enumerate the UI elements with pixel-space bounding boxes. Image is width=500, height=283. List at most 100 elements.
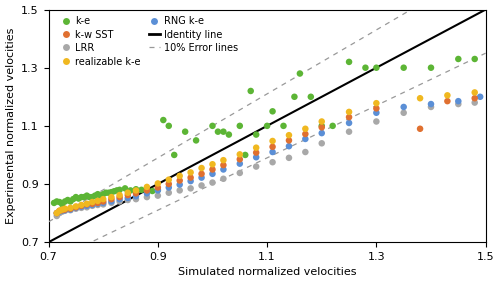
Point xyxy=(186,170,194,175)
Point xyxy=(198,175,205,180)
Point xyxy=(53,211,61,215)
Point xyxy=(58,209,66,214)
Point xyxy=(61,209,69,213)
Point xyxy=(372,106,380,111)
Point xyxy=(72,205,80,210)
Point xyxy=(116,199,124,204)
Point xyxy=(72,204,80,209)
Point xyxy=(176,182,184,187)
Point xyxy=(198,183,205,188)
Point xyxy=(214,129,222,134)
Point xyxy=(236,157,244,162)
Point xyxy=(148,189,156,193)
Point xyxy=(198,166,205,170)
Point xyxy=(143,188,151,193)
Point xyxy=(61,207,69,212)
Point xyxy=(225,132,233,137)
Point xyxy=(416,127,424,131)
Point xyxy=(53,214,61,218)
Point xyxy=(302,127,310,131)
Point xyxy=(72,195,80,199)
Point xyxy=(252,150,260,155)
Point xyxy=(132,187,140,192)
Point xyxy=(454,102,462,106)
Point xyxy=(78,203,86,208)
Point xyxy=(186,175,194,180)
Point xyxy=(192,138,200,143)
Point xyxy=(236,171,244,175)
Point xyxy=(252,155,260,160)
Point xyxy=(208,124,216,128)
Point xyxy=(113,188,121,193)
Point xyxy=(165,177,173,182)
Point xyxy=(252,132,260,137)
Point xyxy=(372,119,380,124)
Point xyxy=(91,193,99,198)
Point xyxy=(470,57,478,61)
Point xyxy=(104,190,112,195)
Point xyxy=(58,207,66,212)
Point xyxy=(94,203,102,207)
Point xyxy=(285,133,293,138)
Point xyxy=(138,188,145,192)
Point xyxy=(427,65,435,70)
Point xyxy=(99,197,107,201)
Point xyxy=(246,89,254,93)
Point xyxy=(83,205,91,209)
Point xyxy=(318,131,326,135)
Point xyxy=(302,150,310,154)
Point xyxy=(285,138,293,143)
Point xyxy=(154,188,162,192)
Point xyxy=(61,199,69,204)
Point xyxy=(345,60,353,64)
Point xyxy=(99,202,107,207)
Point xyxy=(66,207,74,211)
Point xyxy=(132,194,140,198)
Point xyxy=(53,211,61,215)
Point xyxy=(56,209,64,214)
Point xyxy=(58,202,66,207)
Point xyxy=(165,124,173,128)
Point xyxy=(268,139,276,143)
Point xyxy=(66,208,74,213)
Point xyxy=(78,203,86,207)
Point xyxy=(198,171,205,176)
Point xyxy=(83,203,91,208)
Point xyxy=(50,201,58,205)
Point xyxy=(83,202,91,207)
Point xyxy=(220,158,228,162)
Point xyxy=(176,178,184,183)
Point xyxy=(110,189,118,194)
Point xyxy=(318,125,326,130)
Point xyxy=(132,197,140,201)
Point xyxy=(72,207,80,211)
Point xyxy=(470,96,478,100)
Point xyxy=(61,207,69,211)
Point xyxy=(318,141,326,145)
Point xyxy=(285,144,293,149)
Point xyxy=(88,201,96,206)
Point xyxy=(78,204,86,209)
Point xyxy=(176,188,184,193)
Point xyxy=(186,186,194,191)
Point xyxy=(220,167,228,172)
Point xyxy=(64,198,72,202)
Point xyxy=(124,193,132,197)
Point xyxy=(290,95,298,99)
Point xyxy=(208,162,216,166)
Point xyxy=(208,167,216,172)
Point xyxy=(362,65,370,70)
Point xyxy=(108,190,116,194)
Point xyxy=(268,150,276,154)
Point xyxy=(165,182,173,186)
Point xyxy=(345,121,353,125)
Point xyxy=(88,200,96,204)
Point xyxy=(268,160,276,164)
Point xyxy=(56,200,64,204)
Point xyxy=(236,152,244,156)
Point xyxy=(126,188,134,193)
Point xyxy=(285,156,293,160)
Point xyxy=(220,177,228,181)
Point xyxy=(372,111,380,115)
Point xyxy=(53,199,61,204)
